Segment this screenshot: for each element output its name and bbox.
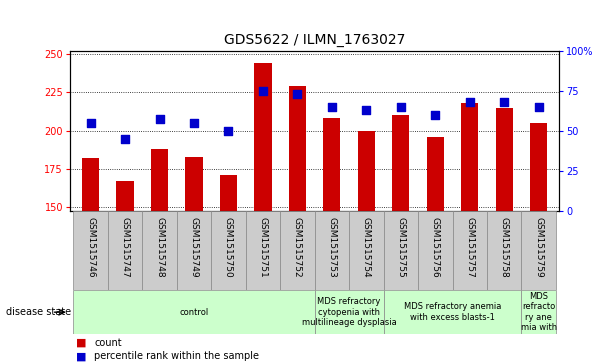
Bar [280, 211, 315, 290]
Text: disease state: disease state [6, 307, 71, 317]
Bar [427, 137, 444, 211]
Text: MDS
refracto
ry ane
mia with: MDS refracto ry ane mia with [520, 292, 557, 332]
Text: GSM1515749: GSM1515749 [190, 217, 198, 278]
Bar [384, 211, 418, 290]
Point [396, 104, 406, 110]
Text: count: count [94, 338, 122, 348]
Bar [151, 149, 168, 211]
Bar [211, 211, 246, 290]
Text: MDS refractory
cytopenia with
multilineage dysplasia: MDS refractory cytopenia with multilinea… [302, 297, 396, 327]
Point [120, 136, 130, 142]
Point [189, 120, 199, 126]
Bar [177, 211, 211, 290]
Bar [185, 157, 202, 211]
Text: GSM1515752: GSM1515752 [293, 217, 302, 278]
Bar [487, 211, 522, 290]
Bar [349, 211, 384, 290]
Bar [74, 290, 315, 334]
Bar [108, 211, 142, 290]
Title: GDS5622 / ILMN_1763027: GDS5622 / ILMN_1763027 [224, 33, 406, 47]
Bar [117, 182, 134, 211]
Bar [246, 211, 280, 290]
Bar [452, 211, 487, 290]
Point [292, 91, 302, 97]
Text: MDS refractory anemia
with excess blasts-1: MDS refractory anemia with excess blasts… [404, 302, 501, 322]
Text: GSM1515759: GSM1515759 [534, 217, 543, 278]
Text: GSM1515747: GSM1515747 [120, 217, 130, 278]
Text: GSM1515753: GSM1515753 [327, 217, 336, 278]
Bar [220, 175, 237, 211]
Bar [418, 211, 452, 290]
Text: ■: ■ [76, 338, 86, 348]
Point [327, 104, 337, 110]
Bar [461, 103, 478, 211]
Text: GSM1515746: GSM1515746 [86, 217, 95, 278]
Point [430, 112, 440, 118]
Bar [82, 158, 99, 211]
Bar [323, 118, 340, 211]
Text: GSM1515757: GSM1515757 [465, 217, 474, 278]
Bar [358, 131, 375, 211]
Bar [315, 290, 384, 334]
Bar [522, 211, 556, 290]
Point [154, 117, 164, 122]
Point [258, 88, 268, 94]
Text: ■: ■ [76, 351, 86, 362]
Bar [289, 86, 306, 211]
Bar [384, 290, 522, 334]
Text: GSM1515750: GSM1515750 [224, 217, 233, 278]
Bar [392, 115, 409, 211]
Text: GSM1515748: GSM1515748 [155, 217, 164, 278]
Text: control: control [179, 308, 209, 317]
Text: GSM1515754: GSM1515754 [362, 217, 371, 278]
Text: GSM1515758: GSM1515758 [500, 217, 509, 278]
Text: percentile rank within the sample: percentile rank within the sample [94, 351, 259, 362]
Text: GSM1515756: GSM1515756 [431, 217, 440, 278]
Point [362, 107, 371, 113]
Point [499, 99, 509, 105]
Bar [142, 211, 177, 290]
Bar [74, 211, 108, 290]
Bar [496, 108, 513, 211]
Bar [530, 123, 547, 211]
Bar [315, 211, 349, 290]
Bar [254, 63, 272, 211]
Point [86, 120, 95, 126]
Point [534, 104, 544, 110]
Text: GSM1515751: GSM1515751 [258, 217, 268, 278]
Point [224, 128, 233, 134]
Point [465, 99, 475, 105]
Bar [522, 290, 556, 334]
Text: GSM1515755: GSM1515755 [396, 217, 406, 278]
